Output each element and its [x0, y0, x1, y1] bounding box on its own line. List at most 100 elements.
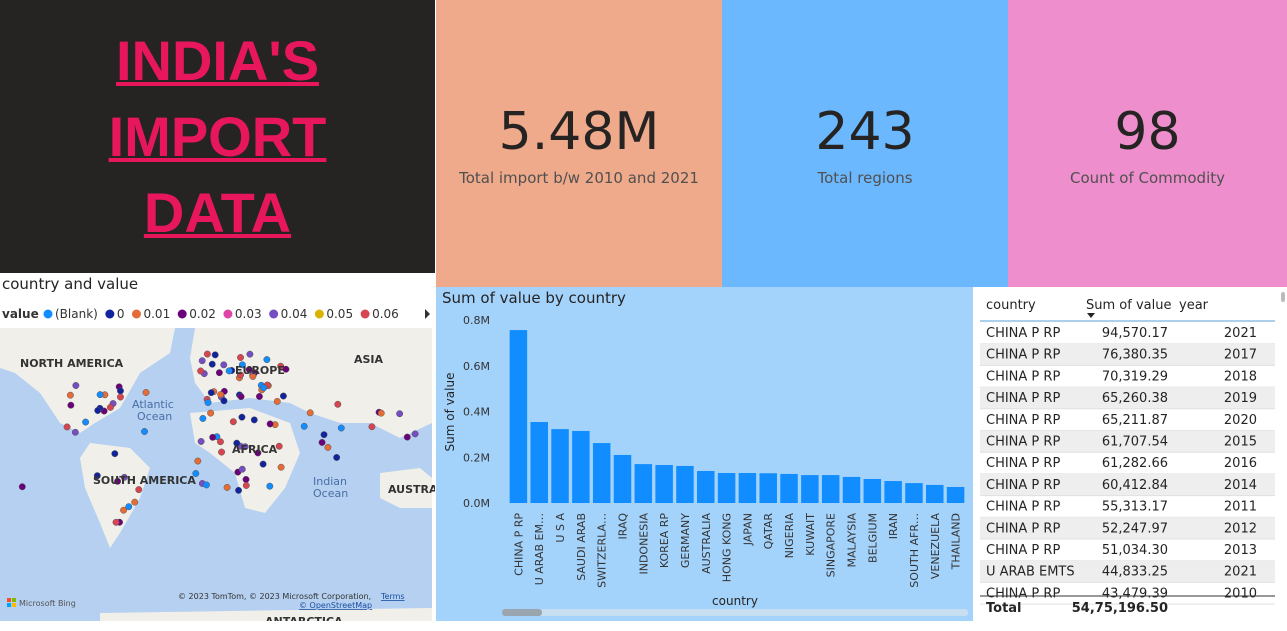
- map[interactable]: value (Blank) 0 0.01 0.02 0.03 0.04 0.05 0.06 NO…: [0, 273, 435, 621]
- map-point[interactable]: [300, 422, 308, 430]
- osm-link[interactable]: © OpenStreetMap: [299, 601, 372, 610]
- bar[interactable]: [676, 465, 694, 503]
- map-point[interactable]: [324, 443, 332, 451]
- terms-link[interactable]: Terms: [380, 592, 405, 601]
- map-point[interactable]: [93, 472, 101, 480]
- bar[interactable]: [780, 473, 798, 503]
- map-point[interactable]: [238, 413, 246, 421]
- map-point[interactable]: [260, 384, 268, 392]
- map-point[interactable]: [237, 393, 245, 401]
- map-point[interactable]: [220, 361, 228, 369]
- map-point[interactable]: [411, 430, 419, 438]
- bar[interactable]: [863, 478, 882, 503]
- map-point[interactable]: [318, 439, 326, 446]
- bar[interactable]: [572, 430, 590, 503]
- map-point[interactable]: [238, 361, 246, 369]
- bar[interactable]: [697, 470, 715, 503]
- legend-next[interactable]: [425, 309, 430, 319]
- bar[interactable]: [801, 475, 819, 503]
- map-point[interactable]: [197, 438, 205, 445]
- bar[interactable]: [530, 422, 548, 503]
- map-point[interactable]: [255, 393, 263, 400]
- map-point[interactable]: [207, 409, 215, 417]
- map-point[interactable]: [96, 391, 104, 399]
- map-point[interactable]: [207, 389, 215, 397]
- map-point[interactable]: [245, 366, 253, 373]
- map-point[interactable]: [249, 373, 257, 380]
- map-point[interactable]: [277, 362, 285, 370]
- map-point[interactable]: [208, 360, 216, 368]
- bar[interactable]: [759, 473, 777, 503]
- map-point[interactable]: [242, 476, 250, 483]
- map-point[interactable]: [217, 391, 225, 398]
- map-point[interactable]: [259, 460, 267, 468]
- bar[interactable]: [592, 443, 611, 503]
- map-point[interactable]: [112, 518, 120, 526]
- map-point[interactable]: [131, 498, 139, 506]
- map-point[interactable]: [403, 433, 411, 441]
- map-point[interactable]: [241, 443, 249, 451]
- map-point[interactable]: [320, 431, 328, 439]
- map-point[interactable]: [225, 367, 233, 375]
- map-point[interactable]: [117, 387, 124, 395]
- map-point[interactable]: [377, 409, 385, 417]
- map-point[interactable]: [204, 399, 212, 406]
- map-point[interactable]: [282, 365, 290, 373]
- column-header[interactable]: Sum of value: [1086, 298, 1171, 313]
- bar[interactable]: [655, 465, 673, 503]
- map-point[interactable]: [238, 465, 246, 473]
- bar[interactable]: [509, 330, 528, 503]
- map-point[interactable]: [237, 371, 245, 379]
- map-point[interactable]: [266, 482, 274, 490]
- map-point[interactable]: [67, 401, 75, 409]
- map-point[interactable]: [279, 392, 287, 400]
- bar[interactable]: [738, 473, 757, 503]
- map-point[interactable]: [396, 410, 404, 418]
- map-point[interactable]: [63, 423, 71, 431]
- bar[interactable]: [634, 464, 653, 503]
- bar[interactable]: [842, 476, 861, 503]
- column-header[interactable]: year: [1179, 298, 1209, 313]
- map-point[interactable]: [111, 450, 119, 458]
- column-header[interactable]: country: [986, 298, 1036, 313]
- map-point[interactable]: [202, 481, 210, 489]
- map-point[interactable]: [229, 418, 237, 426]
- map-point[interactable]: [275, 442, 283, 450]
- map-point[interactable]: [194, 457, 202, 465]
- bar[interactable]: [905, 483, 923, 503]
- map-point[interactable]: [66, 391, 74, 399]
- bar[interactable]: [551, 429, 569, 503]
- map-point[interactable]: [82, 418, 90, 426]
- map-point[interactable]: [337, 424, 345, 432]
- map-point[interactable]: [211, 351, 219, 359]
- map-point[interactable]: [125, 503, 133, 511]
- bar[interactable]: [926, 484, 944, 503]
- scrollbar-thumb[interactable]: [502, 609, 542, 616]
- map-point[interactable]: [266, 420, 274, 428]
- map-point[interactable]: [117, 393, 124, 401]
- map-point[interactable]: [197, 367, 205, 375]
- map-point[interactable]: [233, 439, 241, 447]
- map-point[interactable]: [203, 350, 211, 358]
- map-point[interactable]: [368, 423, 376, 431]
- map-point[interactable]: [141, 428, 148, 435]
- map-point[interactable]: [306, 409, 314, 417]
- sort-icon[interactable]: [1087, 313, 1095, 318]
- map-point[interactable]: [209, 433, 217, 441]
- map-point[interactable]: [223, 483, 231, 491]
- map-point[interactable]: [94, 407, 102, 414]
- bar[interactable]: [946, 486, 965, 503]
- map-point[interactable]: [277, 463, 285, 471]
- map-point[interactable]: [218, 448, 226, 456]
- map-point[interactable]: [120, 473, 128, 481]
- bar[interactable]: [717, 473, 736, 503]
- map-point[interactable]: [120, 506, 128, 514]
- map-point[interactable]: [215, 369, 223, 377]
- map-point[interactable]: [135, 486, 143, 494]
- map-point[interactable]: [242, 482, 250, 489]
- bar[interactable]: [613, 454, 632, 503]
- map-point[interactable]: [106, 403, 114, 411]
- map-point[interactable]: [71, 428, 79, 436]
- map-point[interactable]: [18, 483, 26, 491]
- map-point[interactable]: [254, 449, 262, 457]
